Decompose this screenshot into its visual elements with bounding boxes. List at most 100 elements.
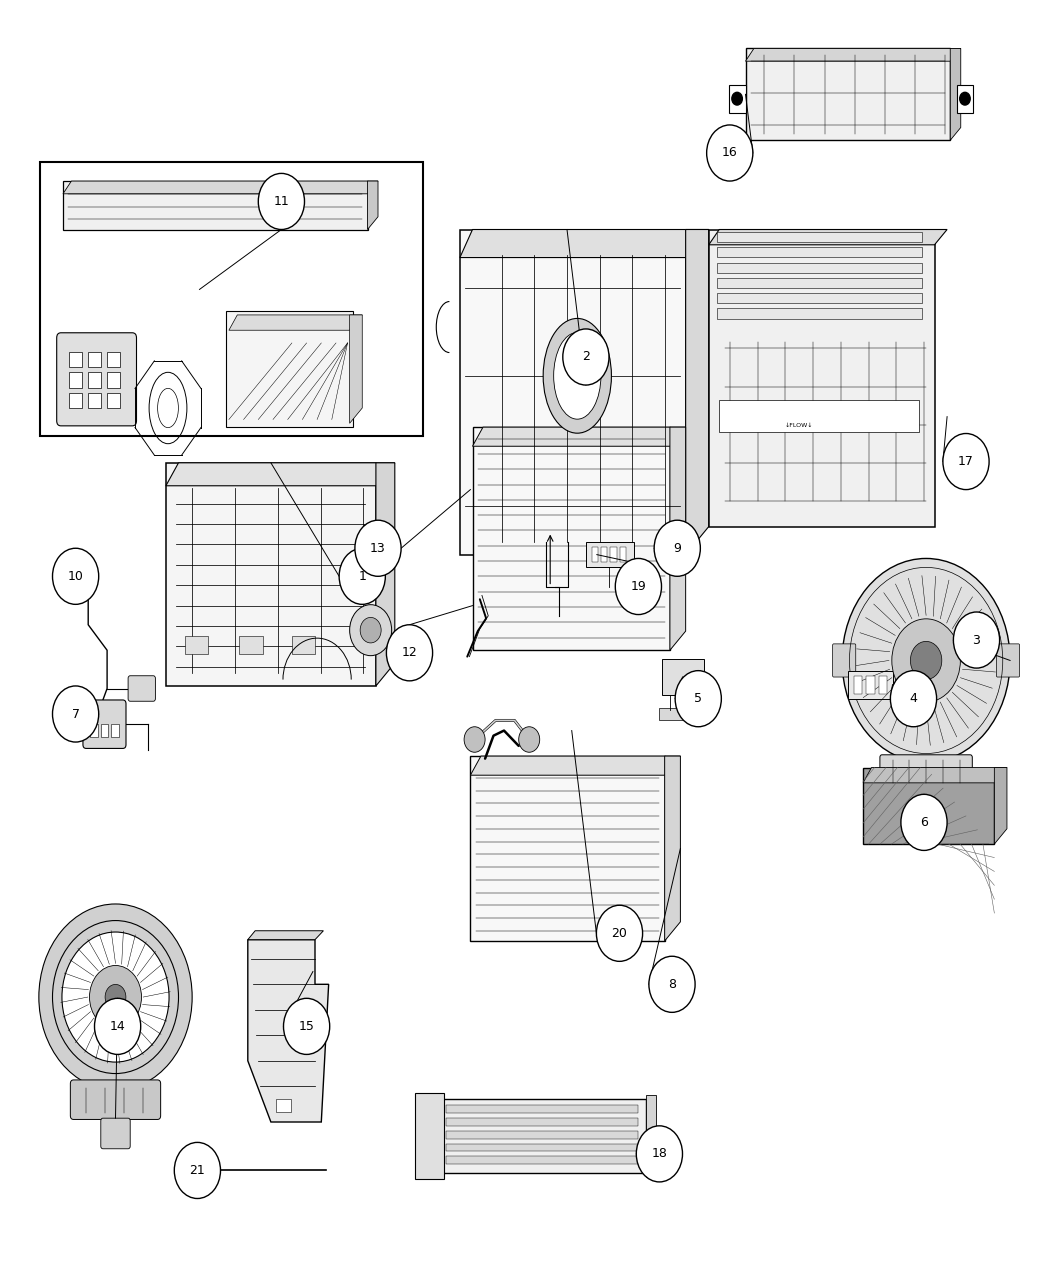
FancyBboxPatch shape bbox=[111, 724, 119, 737]
Polygon shape bbox=[863, 768, 1007, 783]
Circle shape bbox=[355, 520, 401, 576]
FancyBboxPatch shape bbox=[57, 333, 136, 426]
Text: 10: 10 bbox=[67, 570, 84, 583]
Text: 20: 20 bbox=[611, 927, 628, 940]
Ellipse shape bbox=[553, 333, 601, 419]
FancyBboxPatch shape bbox=[472, 427, 670, 650]
FancyBboxPatch shape bbox=[446, 1156, 638, 1164]
FancyBboxPatch shape bbox=[69, 352, 82, 367]
Ellipse shape bbox=[543, 319, 611, 434]
Text: 5: 5 bbox=[694, 692, 702, 705]
Circle shape bbox=[649, 956, 695, 1012]
FancyBboxPatch shape bbox=[746, 48, 950, 140]
FancyBboxPatch shape bbox=[662, 659, 704, 695]
FancyBboxPatch shape bbox=[107, 393, 120, 408]
FancyBboxPatch shape bbox=[69, 372, 82, 388]
Text: 7: 7 bbox=[71, 708, 80, 720]
FancyBboxPatch shape bbox=[610, 547, 616, 562]
FancyBboxPatch shape bbox=[848, 671, 892, 699]
Polygon shape bbox=[686, 230, 709, 555]
FancyBboxPatch shape bbox=[863, 768, 994, 844]
Text: 15: 15 bbox=[298, 1020, 315, 1033]
Polygon shape bbox=[709, 230, 947, 245]
Text: 17: 17 bbox=[958, 455, 974, 468]
Circle shape bbox=[707, 125, 753, 181]
Circle shape bbox=[258, 173, 304, 230]
Polygon shape bbox=[994, 768, 1007, 844]
Circle shape bbox=[464, 727, 485, 752]
FancyBboxPatch shape bbox=[717, 293, 922, 303]
FancyBboxPatch shape bbox=[128, 676, 155, 701]
Polygon shape bbox=[376, 463, 395, 686]
FancyBboxPatch shape bbox=[833, 644, 856, 677]
FancyBboxPatch shape bbox=[866, 676, 875, 694]
Text: 14: 14 bbox=[110, 1020, 126, 1033]
FancyBboxPatch shape bbox=[446, 1131, 638, 1139]
Text: 21: 21 bbox=[189, 1164, 206, 1177]
Polygon shape bbox=[460, 230, 709, 258]
Circle shape bbox=[654, 520, 700, 576]
Polygon shape bbox=[229, 315, 362, 330]
FancyBboxPatch shape bbox=[957, 84, 973, 112]
Circle shape bbox=[953, 612, 1000, 668]
FancyBboxPatch shape bbox=[88, 352, 101, 367]
Polygon shape bbox=[63, 181, 378, 194]
FancyBboxPatch shape bbox=[446, 1118, 638, 1126]
FancyBboxPatch shape bbox=[69, 393, 82, 408]
Text: 18: 18 bbox=[651, 1148, 668, 1160]
Text: ↓FLOW↓: ↓FLOW↓ bbox=[784, 423, 814, 428]
Polygon shape bbox=[350, 315, 362, 423]
Circle shape bbox=[636, 1126, 682, 1182]
FancyBboxPatch shape bbox=[717, 263, 922, 273]
FancyBboxPatch shape bbox=[83, 700, 126, 748]
Polygon shape bbox=[746, 48, 961, 61]
FancyBboxPatch shape bbox=[646, 1095, 656, 1177]
Circle shape bbox=[284, 998, 330, 1054]
Circle shape bbox=[842, 558, 1010, 762]
Polygon shape bbox=[248, 940, 329, 1122]
Text: 2: 2 bbox=[582, 351, 590, 363]
FancyBboxPatch shape bbox=[88, 372, 101, 388]
FancyBboxPatch shape bbox=[70, 1080, 161, 1119]
FancyBboxPatch shape bbox=[101, 724, 108, 737]
FancyBboxPatch shape bbox=[88, 393, 101, 408]
Circle shape bbox=[910, 641, 942, 680]
FancyBboxPatch shape bbox=[729, 84, 746, 112]
Polygon shape bbox=[248, 931, 323, 940]
FancyBboxPatch shape bbox=[107, 372, 120, 388]
Text: 19: 19 bbox=[630, 580, 646, 593]
FancyBboxPatch shape bbox=[63, 181, 368, 230]
FancyBboxPatch shape bbox=[709, 230, 934, 527]
Text: 4: 4 bbox=[909, 692, 918, 705]
FancyBboxPatch shape bbox=[470, 756, 665, 941]
Circle shape bbox=[943, 434, 989, 490]
Circle shape bbox=[89, 965, 142, 1029]
Text: 1: 1 bbox=[358, 570, 366, 583]
Circle shape bbox=[174, 1142, 220, 1198]
FancyBboxPatch shape bbox=[441, 1099, 646, 1173]
Polygon shape bbox=[665, 756, 680, 941]
FancyBboxPatch shape bbox=[40, 162, 423, 436]
FancyBboxPatch shape bbox=[879, 676, 887, 694]
Circle shape bbox=[339, 548, 385, 604]
Circle shape bbox=[94, 998, 141, 1054]
FancyBboxPatch shape bbox=[880, 755, 972, 788]
FancyBboxPatch shape bbox=[601, 547, 607, 562]
FancyBboxPatch shape bbox=[107, 352, 120, 367]
Text: 9: 9 bbox=[673, 542, 681, 555]
FancyBboxPatch shape bbox=[717, 278, 922, 288]
Circle shape bbox=[105, 984, 126, 1010]
Polygon shape bbox=[950, 48, 961, 140]
Circle shape bbox=[52, 548, 99, 604]
Circle shape bbox=[960, 92, 970, 105]
Text: 8: 8 bbox=[668, 978, 676, 991]
FancyBboxPatch shape bbox=[854, 676, 862, 694]
FancyBboxPatch shape bbox=[996, 644, 1020, 677]
FancyBboxPatch shape bbox=[101, 1118, 130, 1149]
FancyBboxPatch shape bbox=[185, 636, 208, 654]
Circle shape bbox=[563, 329, 609, 385]
Circle shape bbox=[519, 727, 540, 752]
Circle shape bbox=[350, 604, 392, 655]
Circle shape bbox=[52, 686, 99, 742]
FancyBboxPatch shape bbox=[292, 636, 315, 654]
